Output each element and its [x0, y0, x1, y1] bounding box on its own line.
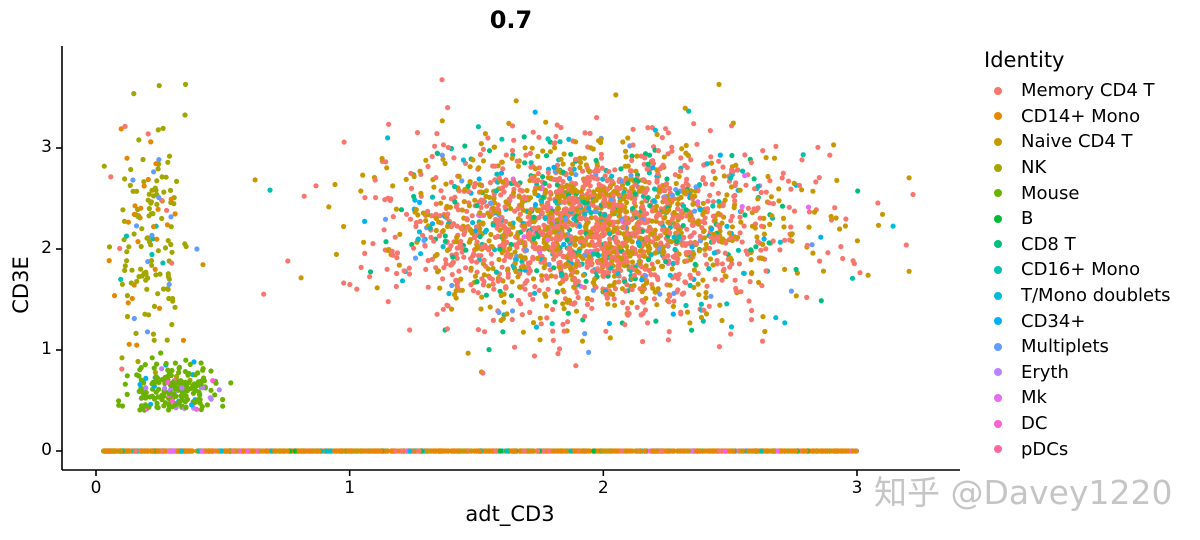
- legend-dot-icon: [994, 393, 1002, 402]
- legend-item: Multiplets: [984, 334, 1171, 360]
- legend-item: Naive CD4 T: [984, 129, 1171, 155]
- legend-label: Mouse: [1021, 182, 1080, 204]
- legend-item: CD14+ Mono: [984, 104, 1171, 130]
- legend-label: CD14+ Mono: [1021, 105, 1141, 127]
- x-axis-ticks: [95, 470, 858, 476]
- x-tick-label: 0: [90, 478, 102, 498]
- legend-item: B: [984, 206, 1171, 232]
- legend-label: Memory CD4 T: [1021, 80, 1155, 102]
- legend-item: Eryth: [984, 360, 1171, 386]
- legend-dot-icon: [994, 163, 1002, 172]
- legend-item: CD34+: [984, 308, 1171, 334]
- legend-label: pDCs: [1021, 438, 1069, 460]
- legend-label: CD16+ Mono: [1021, 259, 1141, 281]
- legend-dot-icon: [994, 317, 1002, 326]
- legend-label: NK: [1021, 157, 1047, 179]
- legend-dot-icon: [994, 368, 1002, 377]
- legend-dot-icon: [994, 445, 1002, 454]
- legend-label: CD34+: [1021, 310, 1086, 332]
- legend-items: Memory CD4 T CD14+ Mono Naive CD4 T NK Mouse…: [984, 78, 1171, 462]
- legend-label: DC: [1021, 413, 1048, 435]
- chart-title: 0.7: [489, 6, 533, 34]
- y-tick-label: 2: [41, 238, 52, 258]
- legend-dot-icon: [994, 137, 1002, 146]
- legend-item: pDCs: [984, 436, 1171, 462]
- legend-item: T/Mono doublets: [984, 283, 1171, 309]
- legend-item: CD8 T: [984, 232, 1171, 258]
- watermark: 知乎 @Davey1220: [874, 473, 1173, 512]
- legend-dot-icon: [994, 86, 1002, 95]
- legend-dot-icon: [994, 342, 1002, 351]
- legend-dot-icon: [994, 112, 1002, 121]
- legend-dot-icon: [994, 291, 1002, 300]
- legend-item: CD16+ Mono: [984, 257, 1171, 283]
- y-axis-label: CD3E: [9, 256, 33, 314]
- legend-label: CD8 T: [1021, 233, 1076, 255]
- legend: Identity Memory CD4 T CD14+ Mono Naive CD4…: [984, 48, 1171, 462]
- legend-item: Mouse: [984, 180, 1171, 206]
- data-points: [101, 77, 916, 454]
- legend-label: T/Mono doublets: [1021, 285, 1171, 307]
- y-axis-ticks: [56, 147, 62, 452]
- legend-title: Identity: [984, 48, 1065, 72]
- legend-label: Multiplets: [1021, 336, 1109, 358]
- x-tick-label: 1: [344, 478, 356, 498]
- legend-dot-icon: [994, 265, 1002, 274]
- legend-label: B: [1021, 208, 1034, 230]
- legend-dot-icon: [994, 419, 1002, 428]
- legend-label: Eryth: [1021, 361, 1069, 383]
- y-tick-label: 1: [41, 339, 52, 359]
- legend-item: NK: [984, 155, 1171, 181]
- legend-item: Memory CD4 T: [984, 78, 1171, 104]
- legend-item: Mk: [984, 385, 1171, 411]
- x-axis-label: adt_CD3: [465, 502, 555, 526]
- axes: [56, 46, 960, 476]
- legend-label: Mk: [1021, 387, 1047, 409]
- legend-dot-icon: [994, 189, 1002, 198]
- legend-dot-icon: [994, 240, 1002, 249]
- legend-label: Naive CD4 T: [1021, 131, 1133, 153]
- legend-dot-icon: [994, 214, 1002, 223]
- x-tick-label: 2: [597, 478, 609, 498]
- y-tick-label: 0: [41, 440, 52, 460]
- y-tick-label: 3: [41, 137, 52, 157]
- x-tick-label: 3: [851, 478, 863, 498]
- legend-item: DC: [984, 411, 1171, 437]
